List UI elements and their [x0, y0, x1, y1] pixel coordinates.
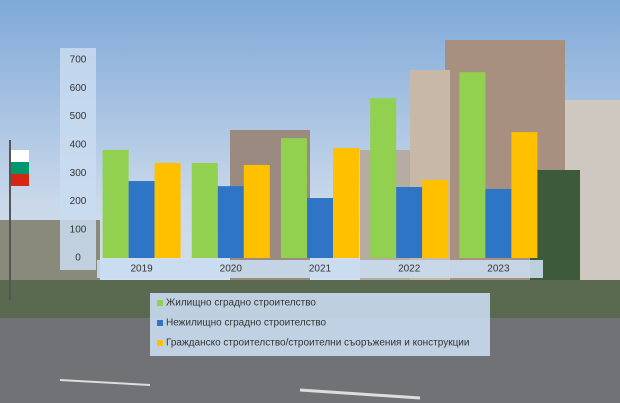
x-tick-label: 2022	[398, 264, 421, 275]
bar	[370, 98, 397, 258]
bar	[511, 132, 538, 258]
legend-label: Нежилищно сградно строителство	[166, 318, 327, 329]
y-tick-label: 300	[70, 168, 87, 179]
x-tick-label: 2021	[309, 264, 332, 275]
bar	[459, 72, 486, 258]
bar	[281, 138, 307, 258]
bar	[485, 188, 512, 258]
x-tick-label: 2020	[220, 264, 243, 275]
x-axis-panel	[97, 260, 543, 278]
x-tick-label: 2023	[487, 264, 510, 275]
bar	[217, 186, 244, 258]
bar	[154, 162, 181, 258]
y-tick-label: 700	[70, 55, 87, 66]
bar	[102, 149, 129, 258]
legend-panel	[150, 293, 490, 356]
y-tick-label: 0	[75, 253, 81, 264]
bar	[128, 181, 155, 258]
legend-marker	[157, 320, 163, 326]
legend-label: Жилищно сградно строителство	[166, 298, 316, 309]
y-tick-label: 500	[70, 111, 87, 122]
bar	[243, 164, 270, 258]
bar	[307, 198, 333, 258]
y-tick-label: 200	[70, 196, 87, 207]
bar	[422, 179, 449, 258]
x-tick-label: 2019	[130, 264, 153, 275]
y-tick-label: 600	[70, 83, 87, 94]
legend-marker	[157, 300, 163, 306]
legend-marker	[157, 340, 163, 346]
bar	[333, 147, 359, 258]
y-tick-label: 400	[70, 139, 87, 150]
legend-label: Гражданско строителство/строителни съоръ…	[166, 338, 469, 349]
y-tick-label: 100	[70, 224, 87, 235]
bar	[191, 162, 218, 258]
y-axis-panel	[60, 48, 96, 270]
bar	[396, 187, 423, 258]
